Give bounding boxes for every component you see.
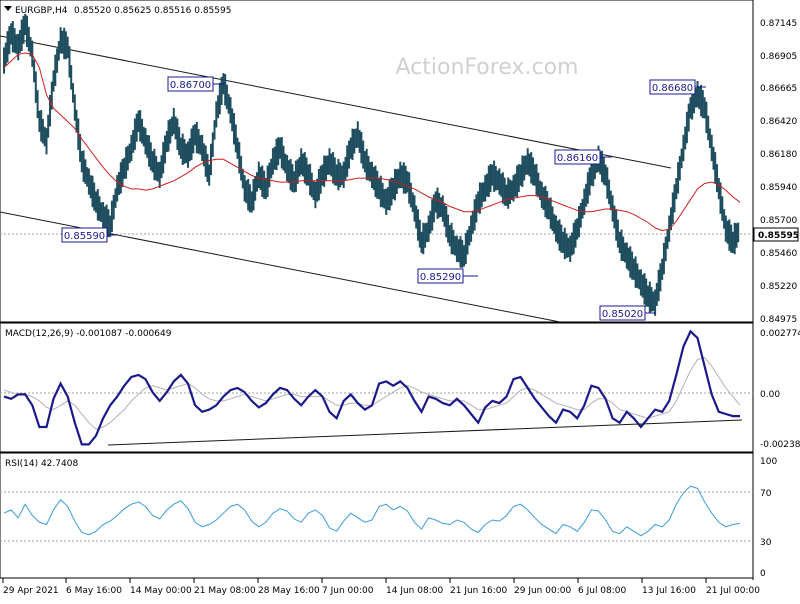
price-axis-tick: 0.86905 xyxy=(760,52,797,62)
macd-axis-zero: 0.00 xyxy=(760,390,780,400)
current-price-box xyxy=(753,227,799,242)
date-axis-tick: 21 May 08:00 xyxy=(194,586,256,596)
moving-average-line xyxy=(3,52,741,232)
price-axis-tick: 0.85700 xyxy=(760,216,797,226)
watermark-text: ActionForex.com xyxy=(396,55,579,80)
rsi-axis-70: 70 xyxy=(760,489,772,499)
rsi-axis-0: 0 xyxy=(760,569,766,579)
price-label-text: 0.86700 xyxy=(170,80,211,91)
price-axis-tick: 0.84975 xyxy=(760,315,797,325)
price-label-0.86160: 0.86160 xyxy=(554,149,612,165)
price-label-0.85020: 0.85020 xyxy=(599,305,656,321)
date-axis-tick: 29 Jun 00:00 xyxy=(514,586,571,596)
price-label-0.86680: 0.86680 xyxy=(649,79,706,95)
date-axis-tick: 21 Jul 00:00 xyxy=(706,586,760,596)
symbol-dropdown-icon[interactable] xyxy=(4,6,12,11)
date-axis-tick: 6 May 16:00 xyxy=(66,586,122,596)
macd-main-line xyxy=(3,329,740,446)
rsi-axis-100: 100 xyxy=(760,457,777,467)
rsi-line xyxy=(3,485,741,537)
price-label-0.86700: 0.86700 xyxy=(167,76,225,92)
price-candles xyxy=(3,13,740,316)
symbol-timeframe-label: EURGBP,H4 xyxy=(15,6,68,16)
date-axis-tick: 29 Apr 2021 xyxy=(3,586,59,596)
price-label-0.85290: 0.85290 xyxy=(417,268,478,284)
price-label-0.85590: 0.85590 xyxy=(61,227,117,243)
price-label-text: 0.86680 xyxy=(652,83,693,94)
price-axis-tick: 0.85220 xyxy=(760,282,797,292)
price-label-text: 0.85590 xyxy=(64,231,105,242)
price-label-text: 0.86160 xyxy=(557,153,598,164)
macd-trendline[interactable] xyxy=(107,419,743,446)
price-axis-tick: 0.87145 xyxy=(760,19,797,29)
rsi-axis-30: 30 xyxy=(760,538,772,548)
macd-header: MACD(12,26,9) -0.001087 -0.000649 xyxy=(5,329,172,339)
current-price-value: 0.85595 xyxy=(758,231,799,241)
macd-axis-bottom: -0.002383 xyxy=(760,440,800,450)
date-axis-tick: 28 May 16:00 xyxy=(258,586,320,596)
price-axis-tick: 0.86420 xyxy=(760,117,797,127)
date-axis-tick: 14 May 00:00 xyxy=(130,586,192,596)
date-axis-tick: 21 Jun 16:00 xyxy=(450,586,507,596)
price-label-text: 0.85290 xyxy=(420,272,461,283)
ohlc-readout: 0.85520 0.85625 0.85516 0.85595 xyxy=(74,6,231,16)
price-axis-tick: 0.85940 xyxy=(760,183,797,193)
date-axis: 29 Apr 2021 6 May 16:00 14 May 00:00 21 … xyxy=(2,578,760,596)
price-axis: 0.87145 0.86905 0.86665 0.86420 0.86180 … xyxy=(753,19,799,325)
rsi-panel-frame xyxy=(0,452,754,579)
date-axis-tick: 13 Jul 16:00 xyxy=(642,586,696,596)
macd-panel-frame xyxy=(0,322,754,453)
date-axis-tick: 7 Jun 00:00 xyxy=(322,586,374,596)
price-axis-tick: 0.86180 xyxy=(760,150,797,160)
date-axis-tick: 14 Jun 08:00 xyxy=(386,586,443,596)
upper-channel-line[interactable] xyxy=(0,35,672,169)
rsi-header: RSI(14) 42.7408 xyxy=(5,459,78,469)
macd-axis-top: 0.002774 xyxy=(760,329,800,339)
date-axis-tick: 6 Jul 08:00 xyxy=(578,586,627,596)
price-label-text: 0.85020 xyxy=(602,309,643,320)
price-axis-tick: 0.86665 xyxy=(760,84,797,94)
price-axis-tick: 0.85460 xyxy=(760,249,797,259)
